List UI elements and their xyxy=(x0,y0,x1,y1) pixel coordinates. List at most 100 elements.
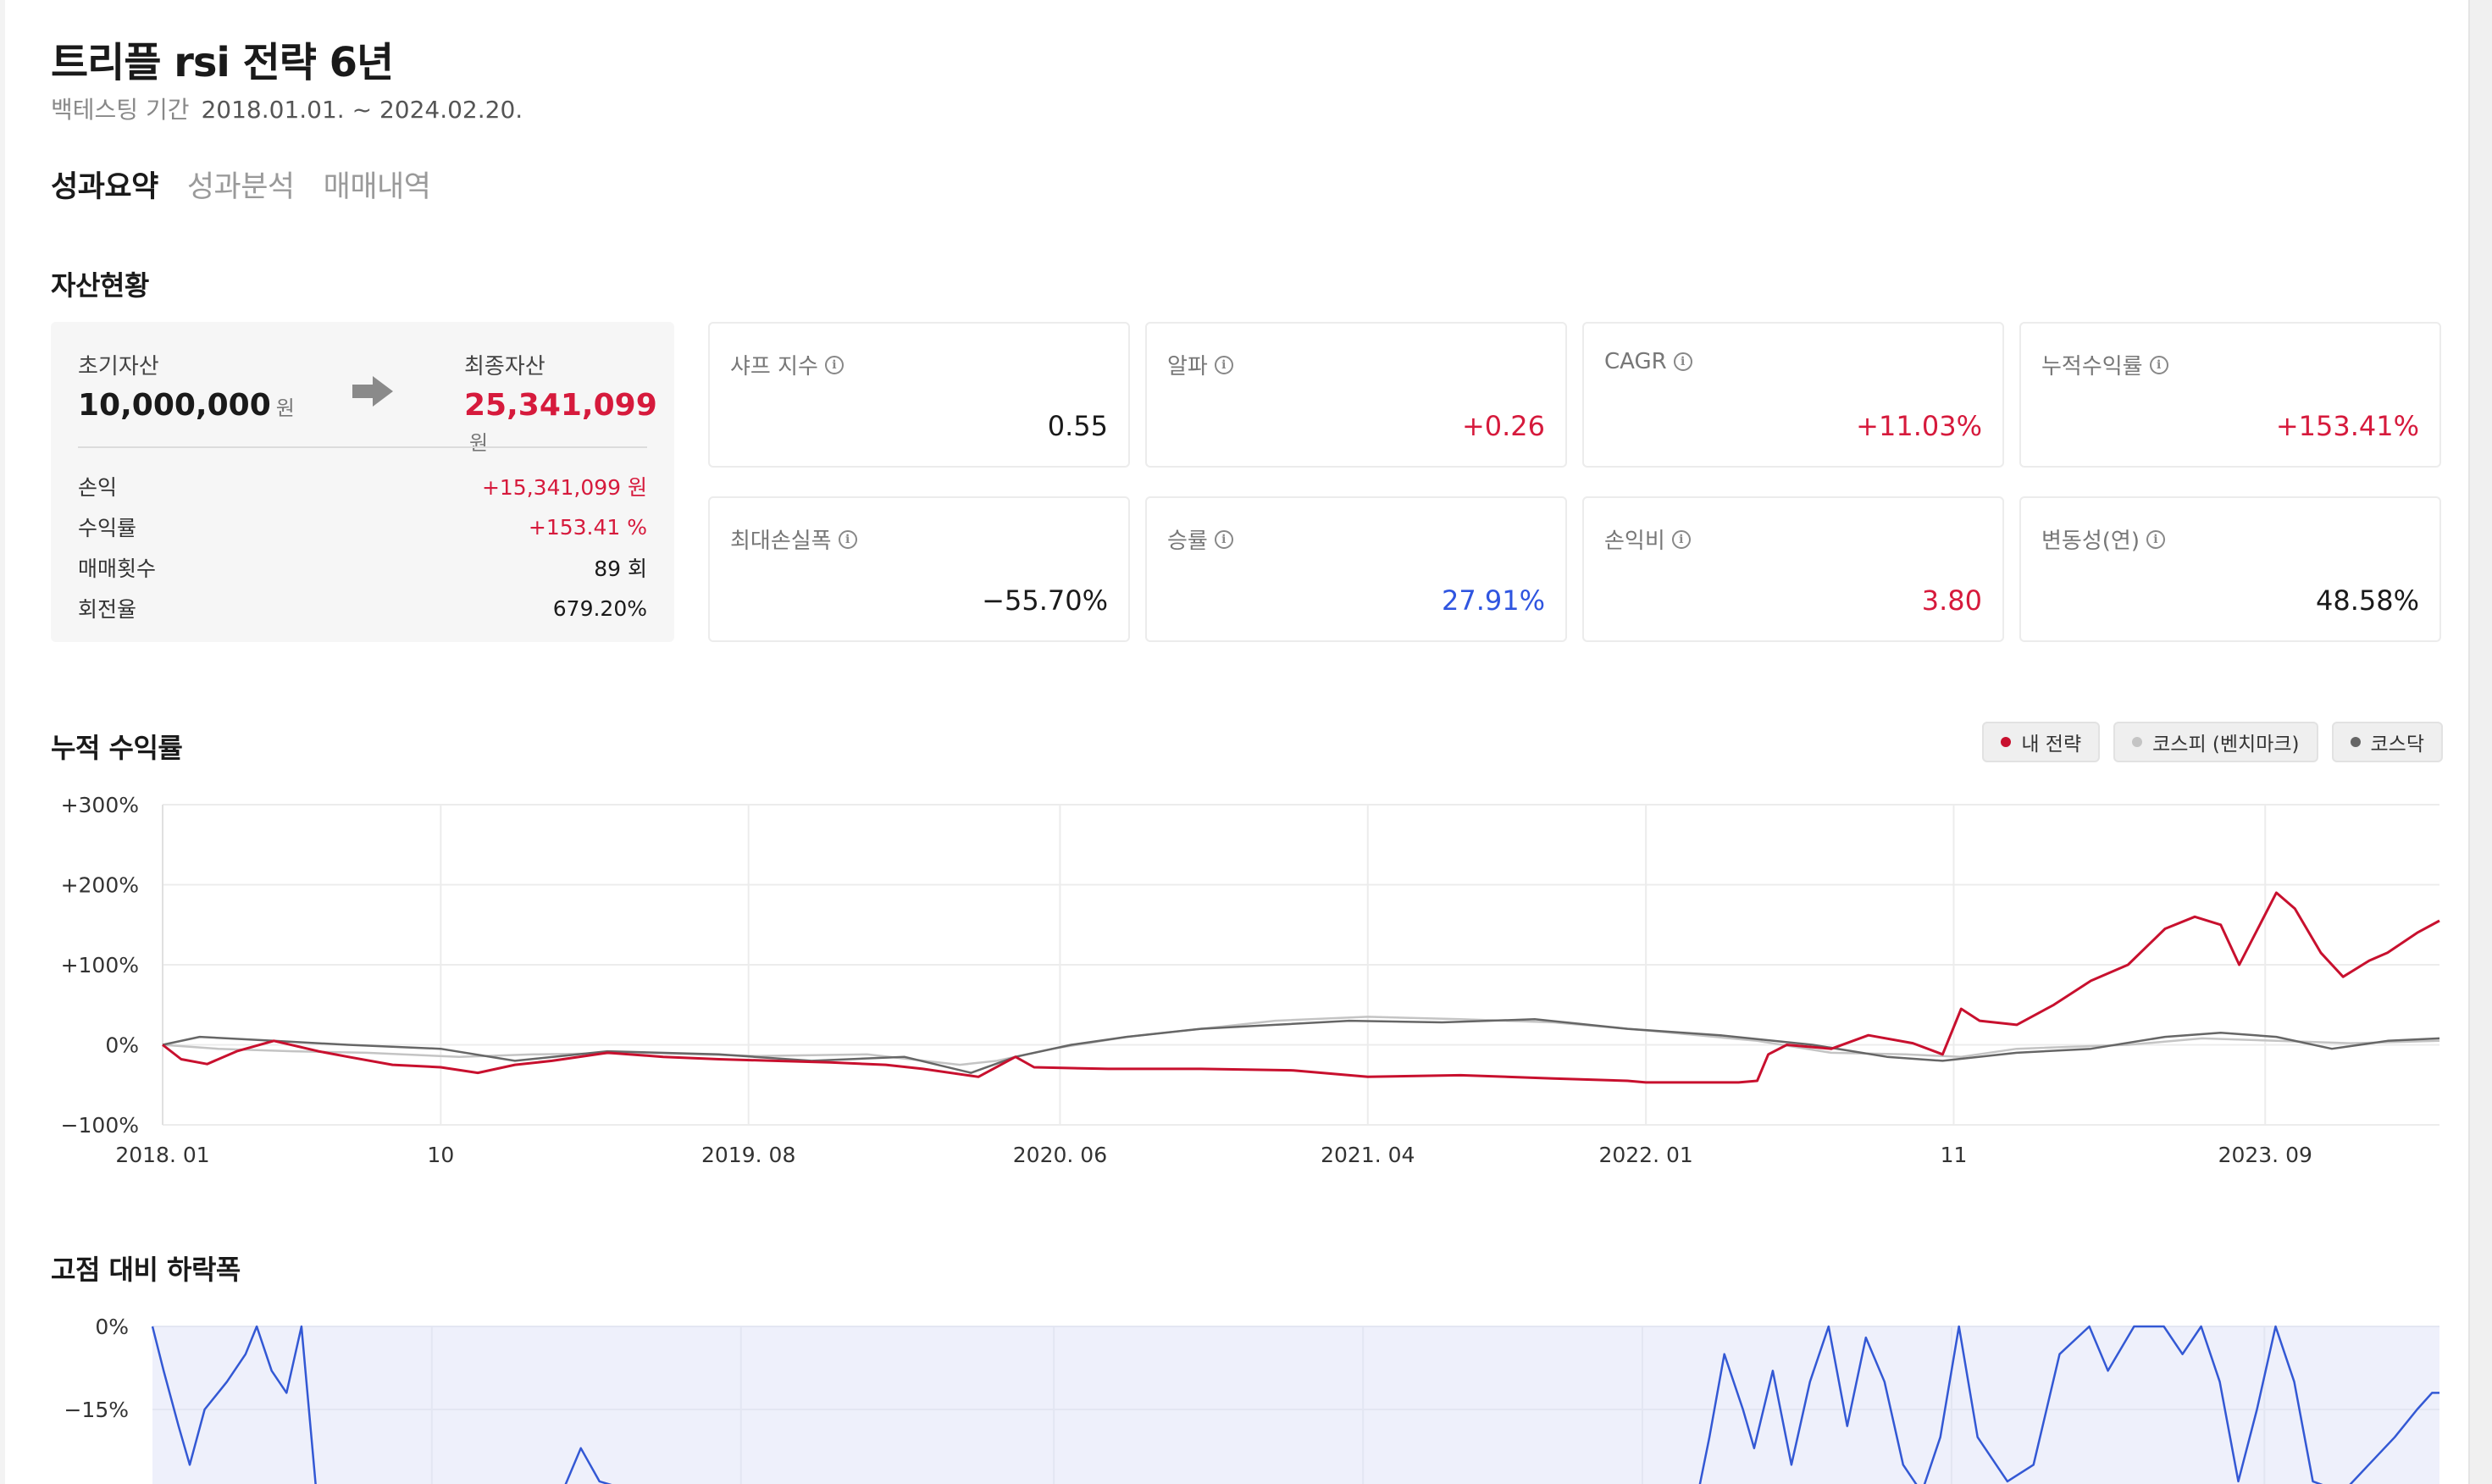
metric-name: 손익비 i xyxy=(1604,523,1691,555)
legend-kospi-benchmark[interactable]: 코스피 (벤치마크) xyxy=(2113,722,2318,762)
scrollbar-track[interactable] xyxy=(2468,0,2492,1484)
cumulative-return-title: 누적 수익률 xyxy=(51,732,183,764)
stat-value: 89 회 xyxy=(594,556,647,581)
drawdown-chart: 0% −15% xyxy=(64,1315,2439,1484)
metric-label: 변동성(연) xyxy=(2041,529,2140,554)
series-line-kosdaq xyxy=(162,1018,2440,1074)
x-tick-label: 2022. 01 xyxy=(1598,1143,1692,1167)
metric-label: 알파 xyxy=(1167,354,1208,379)
metric-card-sharpe: 샤프 지수 i 0.55 xyxy=(708,322,1130,468)
legend-kosdaq[interactable]: 코스닥 xyxy=(2331,722,2443,762)
x-tick-label: 2023. 09 xyxy=(2218,1143,2312,1167)
x-tick-label: 2020. 06 xyxy=(1013,1143,1107,1167)
metric-label: 최대손실폭 xyxy=(730,529,832,554)
metric-value: +0.26 xyxy=(1461,410,1545,442)
metric-name: 샤프 지수 i xyxy=(730,349,844,380)
info-icon[interactable]: i xyxy=(824,355,844,374)
stat-row-pnl: 손익 +15,341,099 원 xyxy=(78,469,647,503)
metric-card-alpha: 알파 i +0.26 xyxy=(1145,322,1567,468)
initial-asset-label: 초기자산 xyxy=(78,354,159,379)
metric-card-max-drawdown: 최대손실폭 i −55.70% xyxy=(708,496,1130,642)
metric-value: +11.03% xyxy=(1856,410,1982,442)
chart-legend: 내 전략 코스피 (벤치마크) 코스닥 xyxy=(1982,722,2443,762)
info-icon[interactable]: i xyxy=(838,529,857,549)
metric-name: 알파 i xyxy=(1167,349,1233,380)
left-edge-line xyxy=(0,0,5,1484)
y-tick-label: +100% xyxy=(61,953,139,977)
metric-name: 최대손실폭 i xyxy=(730,523,857,555)
info-icon[interactable]: i xyxy=(1214,529,1233,549)
tab-performance-summary[interactable]: 성과요약 xyxy=(51,170,158,204)
metric-label: 손익비 xyxy=(1604,529,1665,554)
drawdown-area-background xyxy=(152,1326,2439,1484)
initial-asset-value: 10,000,000 원 xyxy=(78,388,295,423)
final-asset-label: 최종자산 xyxy=(464,354,545,379)
metric-label: 승률 xyxy=(1167,529,1208,554)
info-icon[interactable]: i xyxy=(2149,355,2168,374)
arrow-right-icon xyxy=(352,376,393,407)
metric-label: CAGR xyxy=(1604,349,1667,374)
drawdown-title: 고점 대비 하락폭 xyxy=(51,1254,241,1286)
metric-value: +153.41% xyxy=(2275,410,2419,442)
stat-label: 회전율 xyxy=(78,597,137,622)
metric-card-cagr: CAGR i +11.03% xyxy=(1582,322,2004,468)
info-icon[interactable]: i xyxy=(2146,529,2165,549)
tab-performance-analysis[interactable]: 성과분석 xyxy=(186,170,295,204)
asset-divider xyxy=(78,446,647,448)
final-asset-amount: 25,341,099 xyxy=(464,388,657,423)
metric-value: 48.58% xyxy=(2315,584,2419,617)
legend-label: 코스닥 xyxy=(2370,734,2424,756)
initial-asset-amount: 10,000,000 xyxy=(78,388,271,423)
x-tick-label: 2021. 04 xyxy=(1321,1143,1415,1167)
asset-summary-box: 초기자산 10,000,000 원 최종자산 25,341,099원 손익 +15,… xyxy=(51,322,674,642)
period-label: 백테스팅 기간 xyxy=(51,96,190,124)
period-range: 2018.01.01. ~ 2024.02.20. xyxy=(201,96,523,124)
backtest-period: 백테스팅 기간 2018.01.01. ~ 2024.02.20. xyxy=(51,91,523,125)
metric-value: 27.91% xyxy=(1441,584,1545,617)
stat-row-turnover: 회전율 679.20% xyxy=(78,591,647,625)
stat-value: 679.20% xyxy=(552,595,647,621)
x-tick-label: 11 xyxy=(1941,1143,1968,1167)
final-asset-unit: 원 xyxy=(469,431,489,455)
cumulative-return-chart: +300% +200% +100% 0% −100% 2018. 01 10 2019. 08… xyxy=(61,793,2440,1167)
series-line-my-strategy xyxy=(162,891,2440,1084)
metric-name: 변동성(연) i xyxy=(2041,523,2165,555)
metric-value: 3.80 xyxy=(1921,584,1982,617)
legend-label: 코스피 (벤치마크) xyxy=(2152,734,2300,756)
y-tick-label: +200% xyxy=(61,873,139,898)
tab-trade-history[interactable]: 매매내역 xyxy=(323,170,431,204)
final-asset-value: 25,341,099 원 xyxy=(464,388,674,457)
info-icon[interactable]: i xyxy=(1214,355,1233,374)
stat-label: 손익 xyxy=(78,475,118,500)
metric-card-win-rate: 승률 i 27.91% xyxy=(1145,496,1567,642)
metric-value: −55.70% xyxy=(982,584,1108,617)
stat-label: 매매횟수 xyxy=(78,556,157,581)
stat-row-trade-count: 매매횟수 89 회 xyxy=(78,551,647,584)
info-icon[interactable]: i xyxy=(1673,352,1692,371)
legend-my-strategy[interactable]: 내 전략 xyxy=(1982,722,2101,762)
initial-asset-unit: 원 xyxy=(275,396,295,420)
y-tick-label: −15% xyxy=(64,1398,129,1422)
result-tabs: 성과요약 성과분석 매매내역 xyxy=(51,163,431,206)
metric-name: 누적수익률 i xyxy=(2041,349,2168,380)
info-icon[interactable]: i xyxy=(1671,529,1691,549)
legend-dot-icon xyxy=(2001,737,2012,747)
metric-label: 샤프 지수 xyxy=(730,354,818,379)
metric-name: CAGR i xyxy=(1604,349,1692,374)
series-line-kospi xyxy=(162,1016,2440,1066)
x-tick-label: 10 xyxy=(427,1143,454,1167)
y-tick-label: +300% xyxy=(61,793,139,817)
y-tick-label: −100% xyxy=(61,1113,139,1138)
stat-value: +153.41 % xyxy=(528,514,647,540)
metric-name: 승률 i xyxy=(1167,523,1233,555)
metric-card-cumulative-return: 누적수익률 i +153.41% xyxy=(2019,322,2441,468)
x-tick-label: 2018. 01 xyxy=(115,1143,209,1167)
stat-row-return-rate: 수익률 +153.41 % xyxy=(78,510,647,544)
metric-value: 0.55 xyxy=(1047,410,1108,442)
metric-card-volatility: 변동성(연) i 48.58% xyxy=(2019,496,2441,642)
stat-value: +15,341,099 원 xyxy=(481,475,647,500)
metric-label: 누적수익률 xyxy=(2041,354,2143,379)
legend-label: 내 전략 xyxy=(2021,734,2082,756)
metric-card-profit-loss-ratio: 손익비 i 3.80 xyxy=(1582,496,2004,642)
